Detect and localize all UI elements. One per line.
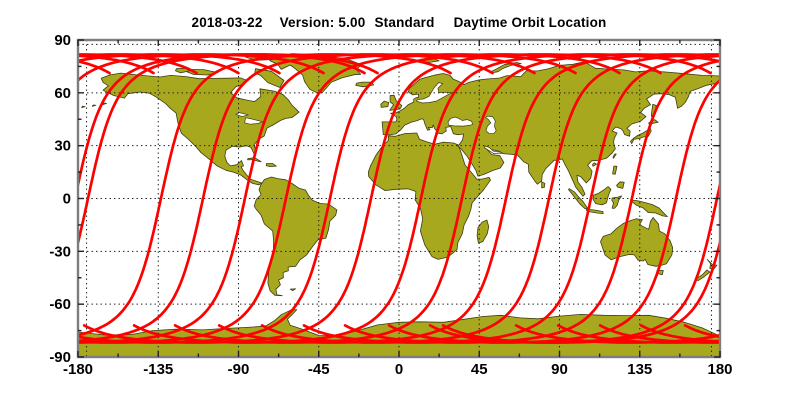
orbit-track [683,324,719,338]
orbit-track [79,54,155,75]
landmass-new-guinea [631,199,668,217]
y-axis-label: 0 [63,191,71,208]
landmass-ireland [380,100,390,108]
landmass-borneo [592,186,612,206]
landmass-hispaniola [265,163,277,167]
orbit-track [260,53,719,344]
orbit-track [79,60,111,75]
title-version: Version: 5.00 [280,15,366,30]
y-axis-label: 90 [54,32,71,49]
x-axis-label: -180 [63,361,93,378]
x-axis-label: 0 [395,361,403,378]
water-body-lower-great-lakes [244,117,263,125]
water-body-lake-superior [235,112,249,117]
landmass-uk [389,94,403,111]
water-body-persian-gulf [484,145,503,155]
water-body-caspian-sea [485,115,497,135]
orbit-track [82,53,662,344]
landmass-luzon [612,165,618,175]
orbit-track [132,53,712,344]
grid-layer [79,41,719,356]
y-axis-label: 60 [54,85,71,102]
landmass-java [585,208,604,214]
x-axis-label: 180 [707,361,732,378]
landmass-hainan [592,162,597,167]
x-axis-label: -135 [143,361,173,378]
x-axis-label: -90 [228,361,250,378]
landmass-south-america [253,176,338,297]
x-axis-label: 45 [471,361,488,378]
y-axis-label: -30 [49,243,71,260]
title-date: 2018-03-22 [192,15,263,30]
orbit-track [217,53,719,344]
plot-title: 2018-03-22 Version: 5.00 Standard Daytime O… [192,15,607,30]
orbit-track [79,53,452,337]
landmass-eurasia [381,61,719,197]
y-axis-label: 30 [54,138,71,155]
orbit-track [302,54,719,344]
orbit-track [79,53,494,343]
landmass-taiwan [612,153,617,159]
landmass-mindanao [616,181,625,189]
orbit-track [173,53,719,344]
orbit-track [79,53,577,344]
orbit-track [428,182,719,344]
axes-frame-layer [76,38,722,359]
orbit-track [79,53,325,82]
x-axis-label: 90 [551,361,568,378]
x-axis-label: 135 [627,361,652,378]
water-body-black-sea [447,116,474,127]
orbit-track [441,240,719,344]
orbit-track [79,53,379,245]
landmass-sulawesi [611,195,622,209]
title-standard: Standard [374,15,434,30]
landmass-madagascar [476,219,490,244]
orbit-track-layer [79,53,719,344]
x-axis-label: -45 [308,361,330,378]
y-axis-label: -90 [49,349,71,366]
orbit-track [79,53,366,187]
title-name: Daytime Orbit Location [454,15,607,30]
orbit-track [387,79,719,344]
axis-label-layer: -180 -135 -90 -45 0 45 90 135 180 90 60 30 0 -30 -60 -9… [49,32,732,378]
landmass-africa [367,132,491,260]
orbit-track [343,59,719,344]
landmass-novaya-zemlya [490,62,522,74]
landmass-sri-lanka [541,181,546,189]
y-axis-label: -60 [49,296,71,313]
landmass-aleutians-3 [102,102,107,105]
landmass-aleutians-1 [81,105,86,108]
orbit-track [79,53,621,344]
landmass-aleutians-2 [91,104,97,107]
landmass-falklands [289,288,296,291]
orbit-track [79,53,536,344]
